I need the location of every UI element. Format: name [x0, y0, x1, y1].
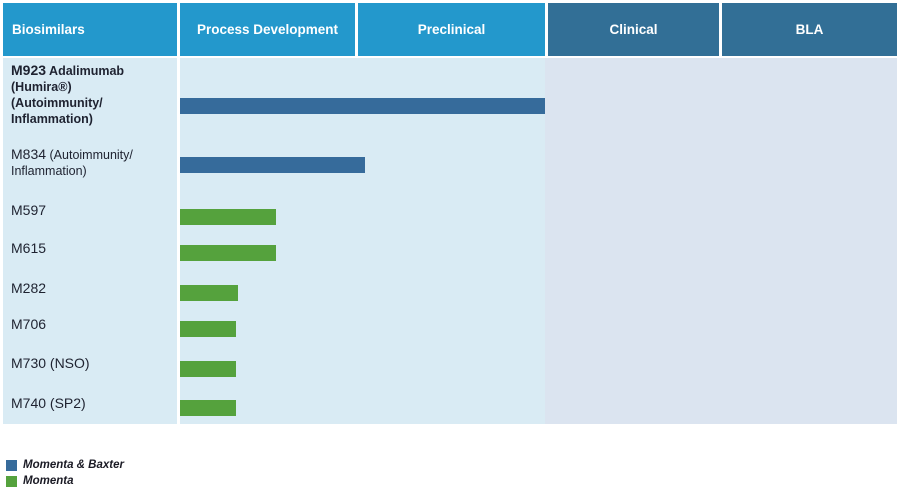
header-cell-clinical: Clinical — [548, 3, 719, 56]
pipeline-bar-m615 — [180, 245, 277, 261]
pipeline-bar-m706 — [180, 321, 236, 337]
legend-item-momenta: Momenta — [6, 473, 124, 489]
program-code: M923 — [11, 62, 47, 78]
pipeline-bar-m730-nso- — [180, 361, 236, 377]
header-cell-bla: BLA — [722, 3, 897, 56]
header-cell-process-development: Process Development — [180, 3, 355, 56]
body-background-late-stages — [545, 58, 897, 424]
row-label-m706: M706 — [3, 316, 177, 333]
row-label-m740-sp2-: M740 (SP2) — [3, 395, 177, 412]
program-code: M740 (SP2) — [11, 395, 86, 411]
header-cell-biosimilars: Biosimilars — [3, 3, 177, 56]
legend-item-momenta-baxter: Momenta & Baxter — [6, 457, 124, 473]
row-label-m834: M834 (Autoimmunity/Inflammation) — [11, 146, 133, 178]
row-label-m923: M923 Adalimumab (Humira®) (Autoimmunity/In… — [11, 62, 125, 126]
program-code: M834 — [11, 146, 47, 162]
legend-label: Momenta — [23, 475, 74, 487]
header-cell-preclinical: Preclinical — [358, 3, 545, 56]
row-label-m615: M615 — [3, 240, 177, 257]
program-code: M615 — [11, 240, 47, 256]
row-label-m597: M597 — [3, 202, 177, 219]
pipeline-bar-m740-sp2- — [180, 400, 236, 416]
body-background-early-stages — [3, 58, 545, 424]
stage-header-row: Biosimilars Process Development Preclini… — [3, 3, 897, 56]
program-code: M282 — [11, 280, 47, 296]
legend: Momenta & Baxter Momenta — [6, 457, 124, 489]
legend-swatch-blue-icon — [6, 459, 17, 471]
chart-body: M923 Adalimumab (Humira®) (Autoimmunity/In… — [3, 58, 897, 424]
row-label-m282: M282 — [3, 280, 177, 297]
pipeline-bar-m834 — [180, 157, 365, 173]
pipeline-bar-m923 — [180, 98, 545, 114]
row-label-m730-nso-: M730 (NSO) — [3, 355, 177, 372]
program-code: M706 — [11, 316, 47, 332]
pipeline-bar-m597 — [180, 209, 277, 225]
program-code: M597 — [11, 202, 47, 218]
label-column-divider — [177, 58, 180, 424]
legend-swatch-green-icon — [6, 475, 17, 487]
legend-label: Momenta & Baxter — [23, 459, 124, 471]
program-code: M730 (NSO) — [11, 355, 90, 371]
pipeline-bar-m282 — [180, 285, 238, 301]
